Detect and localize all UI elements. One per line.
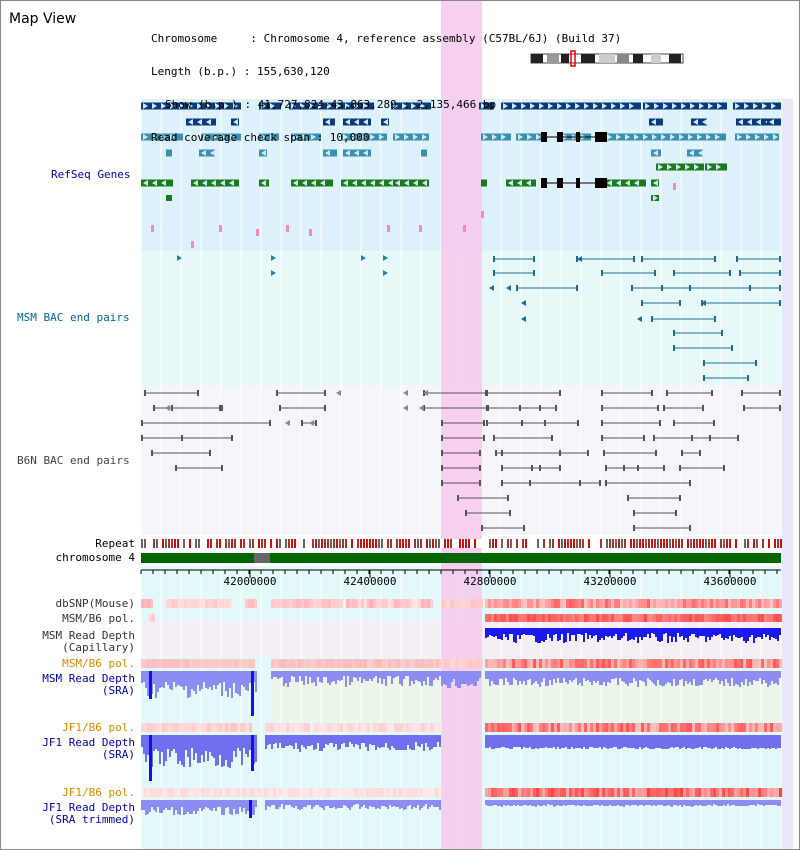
ruler-tick-label: 42800000 — [464, 575, 517, 588]
b6n-bac-pairs — [141, 390, 781, 531]
track-label-msm-bac[interactable]: MSM BAC end pairs — [17, 311, 130, 324]
right-scroll-area — [781, 99, 793, 849]
track-label-b6n-bac[interactable]: B6N BAC end pairs — [17, 454, 130, 467]
row-label-msm-pol-2[interactable]: MSM/B6 pol. — [62, 657, 135, 670]
chromosome-4-bar — [141, 553, 781, 563]
row-label-jf1-depth-sra[interactable]: JF1 Read Depth — [42, 736, 135, 749]
row-label-msm-depth-sra[interactable]: MSM Read Depth — [42, 672, 135, 685]
msm-pol-strip-1 — [149, 614, 782, 622]
track-label-chromosome[interactable]: chromosome 4 — [55, 551, 135, 564]
row-label-jf1-depth-trimmed[interactable]: JF1 Read Depth — [42, 801, 135, 814]
msm-pol-strip-2 — [141, 659, 782, 668]
info-chromosome: Chromosome : Chromosome 4, reference ass… — [151, 32, 622, 45]
repeat-track — [141, 539, 782, 548]
jf1-pol-strip-1 — [141, 723, 782, 732]
row-label-jf1-pol-1[interactable]: JF1/B6 pol. — [62, 721, 135, 734]
row-label-msm-pol-1[interactable]: MSM/B6 pol. — [62, 612, 135, 625]
refseq-genes — [141, 102, 781, 248]
msm-sra-depth — [141, 671, 781, 716]
jf1-trimmed-depth — [141, 800, 781, 818]
row-label-dbsnp[interactable]: dbSNP(Mouse) — [55, 597, 135, 610]
row-label-msm-depth-capillary[interactable]: MSM Read Depth — [42, 629, 135, 642]
info-coverage: Read coverage check span : 10,000 — [151, 131, 370, 144]
msm-bac-pairs — [177, 255, 781, 381]
row-label-jf1-depth-sra-sub: (SRA) — [101, 748, 135, 761]
ideogram-position-marker — [570, 50, 576, 67]
selection-highlight — [441, 1, 482, 849]
track-label-refseq[interactable]: RefSeq Genes — [51, 168, 131, 181]
row-label-msm-depth-capillary-sub: (Capillary) — [62, 641, 135, 654]
assembly-info: Chromosome : Chromosome 4, reference ass… — [151, 11, 621, 165]
row-label-jf1-depth-trimmed-sub: (SRA trimmed) — [48, 813, 135, 826]
ruler-tick-label: 42000000 — [224, 575, 277, 588]
ruler-tick-label: 42400000 — [344, 575, 397, 588]
view-title: Map View — [9, 11, 77, 27]
track-label-repeat[interactable]: Repeat — [95, 537, 135, 550]
info-show: Show (b.p.) : 41,727,824-43,863,289 : 2,… — [165, 98, 497, 111]
row-label-jf1-pol-2[interactable]: JF1/B6 pol. — [62, 786, 135, 799]
gap-marker — [254, 553, 270, 563]
info-length: Length (b.p.) : 155,630,120 — [151, 65, 330, 78]
ruler-tick-label: 43200000 — [584, 575, 637, 588]
coordinate-ruler: 42000000 42400000 42800000 43200000 43600000 — [140, 569, 781, 588]
row-label-msm-depth-sra-sub: (SRA) — [101, 684, 135, 697]
chromosome-ideogram — [530, 50, 684, 67]
ruler-tick-label: 43600000 — [704, 575, 757, 588]
chromosome-bar — [141, 553, 781, 563]
msm-capillary-depth — [485, 628, 781, 643]
jf1-pol-strip-2 — [141, 788, 782, 797]
dbsnp-strip — [141, 599, 782, 608]
jf1-sra-depth — [141, 735, 781, 781]
